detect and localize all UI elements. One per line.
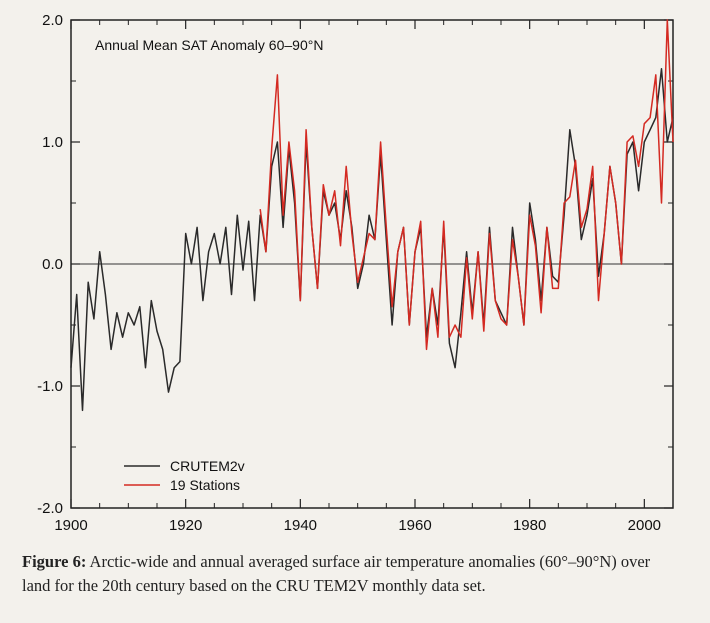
x-tick-label: 1920 [169,517,202,534]
legend-label: 19 Stations [170,477,240,493]
series-lines [70,19,674,412]
legend-label: CRUTEM2v [170,458,245,474]
legend: CRUTEM2v 19 Stations [124,458,245,493]
x-tick-label: 1900 [54,517,87,534]
caption-text: Arctic-wide and annual averaged surface … [22,552,651,595]
x-tick-label: 2000 [628,517,661,534]
y-tick-label: 2.0 [42,12,63,29]
chart-title: Annual Mean SAT Anomaly 60–90°N [95,37,323,53]
series-line-crutem2v [70,68,674,412]
y-tick-label: 0.0 [42,256,63,273]
series-line-19-stations [259,19,674,351]
x-tick-label: 1940 [284,517,317,534]
chart-svg: 1900 1920 1940 1960 1980 2000 -2.0 -1.0 0.0 1.0 2.… [37,12,674,534]
y-tick-label: 1.0 [42,134,63,151]
y-tick-label: -2.0 [37,500,63,517]
caption-label: Figure 6: [22,552,87,571]
x-tick-label: 1980 [513,517,546,534]
axis-ticks: 1900 1920 1940 1960 1980 2000 -2.0 -1.0 0.0 1.0 2.… [37,12,674,534]
x-tick-label: 1960 [398,517,431,534]
y-tick-label: -1.0 [37,378,63,395]
figure-caption: Figure 6: Arctic-wide and annual average… [22,550,672,598]
